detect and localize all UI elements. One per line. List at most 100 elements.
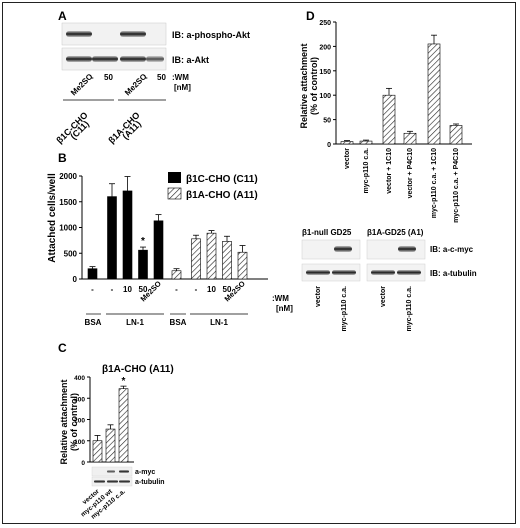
- panel-b-y-tick-label: 0: [73, 275, 78, 284]
- panel-a-band: [146, 56, 164, 62]
- panel-d-blot-label-2: IB: a-tubulin: [430, 269, 477, 278]
- panel-d-y-tick-label: 150: [319, 69, 331, 76]
- panel-d-ylabel-1: Relative attachment: [299, 43, 309, 128]
- panel-b-x-tick-label: -: [91, 285, 94, 294]
- panel-b-ln-label: LN-1: [210, 318, 228, 327]
- panel-c-letter: C: [58, 341, 67, 355]
- panel-b-letter: B: [58, 151, 67, 165]
- panel-b-x-tick-label: 50: [223, 285, 232, 294]
- panel-d-x-tick-label: myc-p110 c.a.: [363, 148, 370, 194]
- panel-b-legend-swatch-c11: [168, 172, 181, 183]
- panel-d-blot-1b: [366, 239, 426, 260]
- panel-b-y-tick-label: 2000: [59, 172, 77, 181]
- panel-a-letter: A: [58, 9, 67, 23]
- panel-b-wm-label: :WM: [272, 294, 289, 303]
- panel-b-x-tick-label: -: [175, 285, 178, 294]
- panel-c-blot-label-1: a-myc: [135, 469, 155, 476]
- panel-b: B Attached cells/well β1C-CHO (C11) β1A-…: [47, 151, 293, 327]
- panel-c-y-tick-label: 400: [74, 375, 85, 382]
- panel-b-x-tick-label: 10: [207, 285, 216, 294]
- panel-a-lane-label: -: [145, 73, 148, 82]
- panel-d-band: [398, 246, 416, 252]
- panel-c-bar: [92, 440, 103, 463]
- panel-d-band: [371, 270, 395, 275]
- panel-d-blot-label-1: IB: a-c-myc: [430, 245, 474, 254]
- panel-d-band: [397, 270, 421, 275]
- panel-a-blot-label-2: IB: a-Akt: [172, 55, 209, 65]
- panel-d-blot-lane: vector: [315, 286, 322, 307]
- panel-b-x-tick-label: 10: [123, 285, 132, 294]
- panel-d-band: [334, 246, 352, 252]
- panel-c-bar: [118, 388, 129, 463]
- panel-c: C β1A-CHO (A11) Relative attachment (% o…: [58, 341, 174, 521]
- panel-d-blot-header-2: β1A-GD25 (A1): [367, 228, 424, 237]
- panel-a-wm-label: :WM: [172, 73, 189, 82]
- panel-b-legend-a11: β1A-CHO (A11): [186, 190, 258, 201]
- panel-b-nm-label: [nM]: [276, 304, 293, 313]
- panel-a-band: [120, 31, 146, 37]
- panel-d-x-tick-label: myc-p110 c.a. + 1C10: [431, 148, 438, 218]
- panel-b-ln-label: LN-1: [126, 318, 144, 327]
- panel-d-bar: [340, 141, 354, 145]
- panel-d-blot-1: [301, 239, 361, 260]
- panel-d-y-tick-label: 250: [319, 20, 331, 27]
- panel-a-blot-1: [61, 22, 167, 46]
- panel-d-blot-lane: myc-p110 c.a.: [406, 286, 413, 332]
- panel-b-x-tick-label: -: [195, 285, 198, 294]
- panel-b-a11-bar: [206, 232, 217, 280]
- panel-b-a11-bar: [171, 270, 182, 280]
- panel-d-letter: D: [306, 9, 315, 23]
- panel-c-band: [119, 480, 130, 483]
- panel-b-y-tick-label: 1500: [59, 198, 77, 207]
- panel-b-significance-star: *: [141, 236, 145, 247]
- panel-c-y-tick-label: 300: [74, 396, 85, 403]
- panel-d-x-tick-label: vector + 1C10: [386, 148, 393, 194]
- panel-d: D Relative attachment (% of control) 0 50…: [299, 9, 477, 332]
- panel-a-band: [92, 56, 118, 62]
- panel-d-x-tick-label: vector + P4C10: [407, 148, 414, 198]
- panel-a-lane-label: 50: [157, 73, 166, 82]
- panel-c-blot-label-2: a-tubulin: [135, 479, 165, 486]
- panel-d-ylabel-2: (% of control): [309, 57, 319, 115]
- panel-d-blot-2b: [366, 263, 426, 282]
- panel-d-chart: 0 50 100 150 200 250 vector myc-p110 c.a. vector…: [319, 20, 472, 223]
- panel-c-band: [119, 470, 129, 473]
- panel-a: A IB: a-phospho-Akt IB: a-Akt Me2SO - 50…: [54, 9, 250, 145]
- panel-d-blot-2: [301, 263, 361, 282]
- panel-d-blot-header-1: β1-null GD25: [302, 228, 352, 237]
- panel-b-c11-bar: [153, 220, 164, 280]
- panel-b-y-tick-label: 500: [64, 249, 78, 258]
- panel-b-y-tick-label: 1000: [59, 224, 77, 233]
- panel-c-band: [107, 480, 118, 483]
- panel-c-bar: [105, 428, 116, 463]
- panel-b-bsa-label: BSA: [85, 318, 102, 327]
- panel-d-bar: [403, 132, 417, 145]
- panel-c-band: [107, 470, 115, 473]
- panel-d-blot-lane: vector: [380, 286, 387, 307]
- panel-b-c11-bar: [122, 190, 133, 280]
- panel-c-significance-star: *: [122, 376, 126, 387]
- panel-d-y-tick-label: 0: [327, 142, 331, 149]
- panel-b-x-tick-label: 50: [139, 285, 148, 294]
- panel-a-lane-label: 50: [104, 73, 113, 82]
- panel-d-band: [306, 270, 330, 275]
- panel-b-c11-bar: [87, 268, 98, 280]
- panel-b-ylabel: Attached cells/well: [47, 173, 58, 263]
- panel-c-band: [94, 480, 105, 483]
- panel-d-x-tick-label: vector: [344, 148, 351, 169]
- panel-c-y-tick-label: 200: [74, 418, 85, 425]
- panel-d-band: [332, 270, 356, 275]
- panel-b-bsa-label: BSA: [170, 318, 187, 327]
- panel-b-x-tick-label: -: [111, 285, 114, 294]
- panel-b-c11-bar: [107, 196, 117, 280]
- panel-b-a11-bar: [237, 251, 248, 280]
- panel-a-blot-label-1: IB: a-phospho-Akt: [172, 30, 250, 40]
- panel-d-blot-lane: myc-p110 c.a.: [341, 286, 348, 332]
- panel-d-y-tick-label: 50: [323, 118, 331, 125]
- panel-d-y-tick-label: 100: [319, 93, 331, 100]
- panel-b-a11-bar: [222, 241, 232, 280]
- panel-a-lane-label: -: [91, 73, 94, 82]
